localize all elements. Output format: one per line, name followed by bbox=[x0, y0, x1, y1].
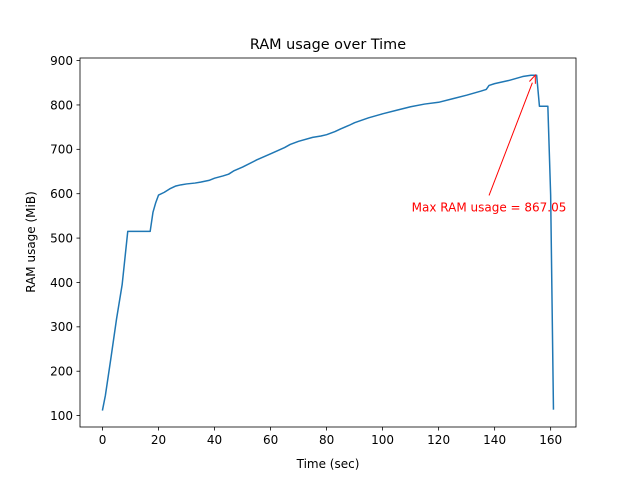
y-tick-label: 200 bbox=[50, 365, 73, 379]
x-tick-label: 0 bbox=[99, 433, 107, 447]
series-line-0 bbox=[101, 74, 555, 411]
axes-frame bbox=[79, 57, 577, 428]
y-tick-label: 500 bbox=[50, 231, 73, 245]
x-tick-label: 120 bbox=[427, 433, 450, 447]
x-axis-label: Time (sec) bbox=[296, 457, 360, 471]
y-tick-label: 800 bbox=[50, 98, 73, 112]
x-tick-label: 60 bbox=[263, 433, 278, 447]
annotation-arrow-head bbox=[529, 73, 536, 84]
x-tick-label: 80 bbox=[319, 433, 334, 447]
y-tick-label: 300 bbox=[50, 320, 73, 334]
x-tick-label: 40 bbox=[207, 433, 222, 447]
max-ram-annotation: Max RAM usage = 867.05 bbox=[412, 73, 567, 214]
y-axis-label: RAM usage (MiB) bbox=[24, 191, 38, 293]
y-tick-label: 400 bbox=[50, 276, 73, 290]
x-tick-label: 140 bbox=[483, 433, 506, 447]
y-tick-label: 700 bbox=[50, 143, 73, 157]
annotation-arrow-shaft bbox=[488, 82, 533, 196]
plot-area bbox=[101, 74, 555, 411]
axes: 0 20 40 60 80 100 120 140 160 100 200 300 400 500 600 7… bbox=[50, 54, 577, 447]
y-tick-label: 900 bbox=[50, 54, 73, 68]
x-tick-label: 160 bbox=[539, 433, 562, 447]
y-tick-label: 600 bbox=[50, 187, 73, 201]
annotation-text: Max RAM usage = 867.05 bbox=[412, 200, 567, 214]
y-tick-label: 100 bbox=[50, 409, 73, 423]
x-tick-label: 100 bbox=[371, 433, 394, 447]
chart-title: RAM usage over Time bbox=[250, 37, 406, 53]
x-tick-label: 20 bbox=[151, 433, 166, 447]
